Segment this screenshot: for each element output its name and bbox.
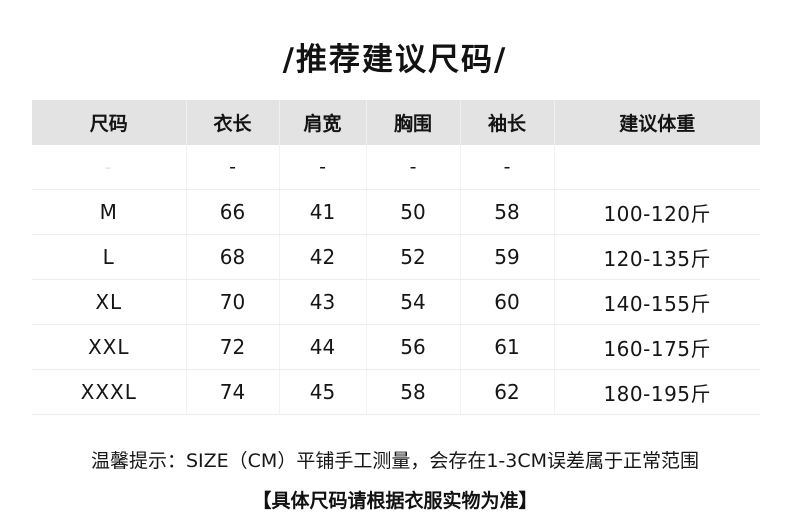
- cell-size: -: [32, 145, 187, 190]
- cell-length: 66: [186, 189, 280, 235]
- cell-weight: 140-155斤: [554, 279, 760, 325]
- cell-shoulder: 45: [279, 369, 367, 415]
- cell-weight: [554, 145, 760, 190]
- cell-size: M: [32, 189, 187, 235]
- cell-weight: 160-175斤: [554, 324, 760, 370]
- cell-chest: 54: [366, 279, 461, 325]
- cell-shoulder: -: [279, 145, 367, 190]
- column-header-shoulder: 肩宽: [279, 100, 367, 145]
- cell-shoulder: 43: [279, 279, 367, 325]
- footer-notes: 温馨提示：SIZE（CM）平铺手工测量，会存在1-3CM误差属于正常范围 【具体…: [0, 446, 790, 513]
- cell-sleeve: 59: [460, 234, 555, 280]
- cell-sleeve: 62: [460, 369, 555, 415]
- table-header-row: 尺码 衣长 肩宽 胸围 袖长 建议体重: [32, 100, 760, 145]
- cell-size: XXL: [32, 324, 187, 370]
- cell-sleeve: 58: [460, 189, 555, 235]
- cell-weight: 120-135斤: [554, 234, 760, 280]
- cell-chest: 52: [366, 234, 461, 280]
- table-row: XXXL 74 45 58 62 180-195斤: [32, 369, 760, 415]
- table-row: -----: [32, 145, 760, 190]
- size-table-container: 尺码 衣长 肩宽 胸围 袖长 建议体重 - - - - - M 66 41 50 58 100-12…: [32, 100, 760, 415]
- cell-chest: -: [366, 145, 461, 190]
- table-row: M 66 41 50 58 100-120斤: [32, 189, 760, 235]
- column-header-size: 尺码: [32, 100, 187, 145]
- cell-length: 72: [186, 324, 280, 370]
- size-table-head: 尺码 衣长 肩宽 胸围 袖长 建议体重: [32, 100, 760, 145]
- cell-size: XXXL: [32, 369, 187, 415]
- table-row: XXL 72 44 56 61 160-175斤: [32, 324, 760, 370]
- cell-chest: 50: [366, 189, 461, 235]
- cell-chest: 56: [366, 324, 461, 370]
- cell-size: XL: [32, 279, 187, 325]
- column-header-length: 衣长: [186, 100, 280, 145]
- column-header-chest: 胸围: [366, 100, 461, 145]
- page-title: /推荐建议尺码/: [282, 42, 508, 78]
- size-table: 尺码 衣长 肩宽 胸围 袖长 建议体重 - - - - - M 66 41 50 58 100-12…: [32, 100, 760, 415]
- cell-shoulder: 42: [279, 234, 367, 280]
- cell-length: 68: [186, 234, 280, 280]
- page-title-wrap: /推荐建议尺码/: [0, 34, 790, 79]
- measurement-note: 温馨提示：SIZE（CM）平铺手工测量，会存在1-3CM误差属于正常范围: [90, 450, 700, 472]
- table-row: XL 70 43 54 60 140-155斤: [32, 279, 760, 325]
- cell-length: 74: [186, 369, 280, 415]
- cell-shoulder: 41: [279, 189, 367, 235]
- column-header-weight: 建议体重: [554, 100, 760, 145]
- cell-chest: 58: [366, 369, 461, 415]
- size-table-body: - - - - - M 66 41 50 58 100-120斤 L 68 42 52 59 120-135斤 X…: [32, 145, 760, 415]
- cell-length: -: [186, 145, 280, 190]
- cell-sleeve: 60: [460, 279, 555, 325]
- column-header-sleeve: 袖长: [460, 100, 555, 145]
- table-row: L 68 42 52 59 120-135斤: [32, 234, 760, 280]
- cell-length: 70: [186, 279, 280, 325]
- cell-weight: 100-120斤: [554, 189, 760, 235]
- cell-shoulder: 44: [279, 324, 367, 370]
- cell-size: L: [32, 234, 187, 280]
- actual-garment-note: 【具体尺码请根据衣服实物为准】: [252, 490, 538, 512]
- cell-sleeve: 61: [460, 324, 555, 370]
- cell-sleeve: -: [460, 145, 555, 190]
- cell-weight: 180-195斤: [554, 369, 760, 415]
